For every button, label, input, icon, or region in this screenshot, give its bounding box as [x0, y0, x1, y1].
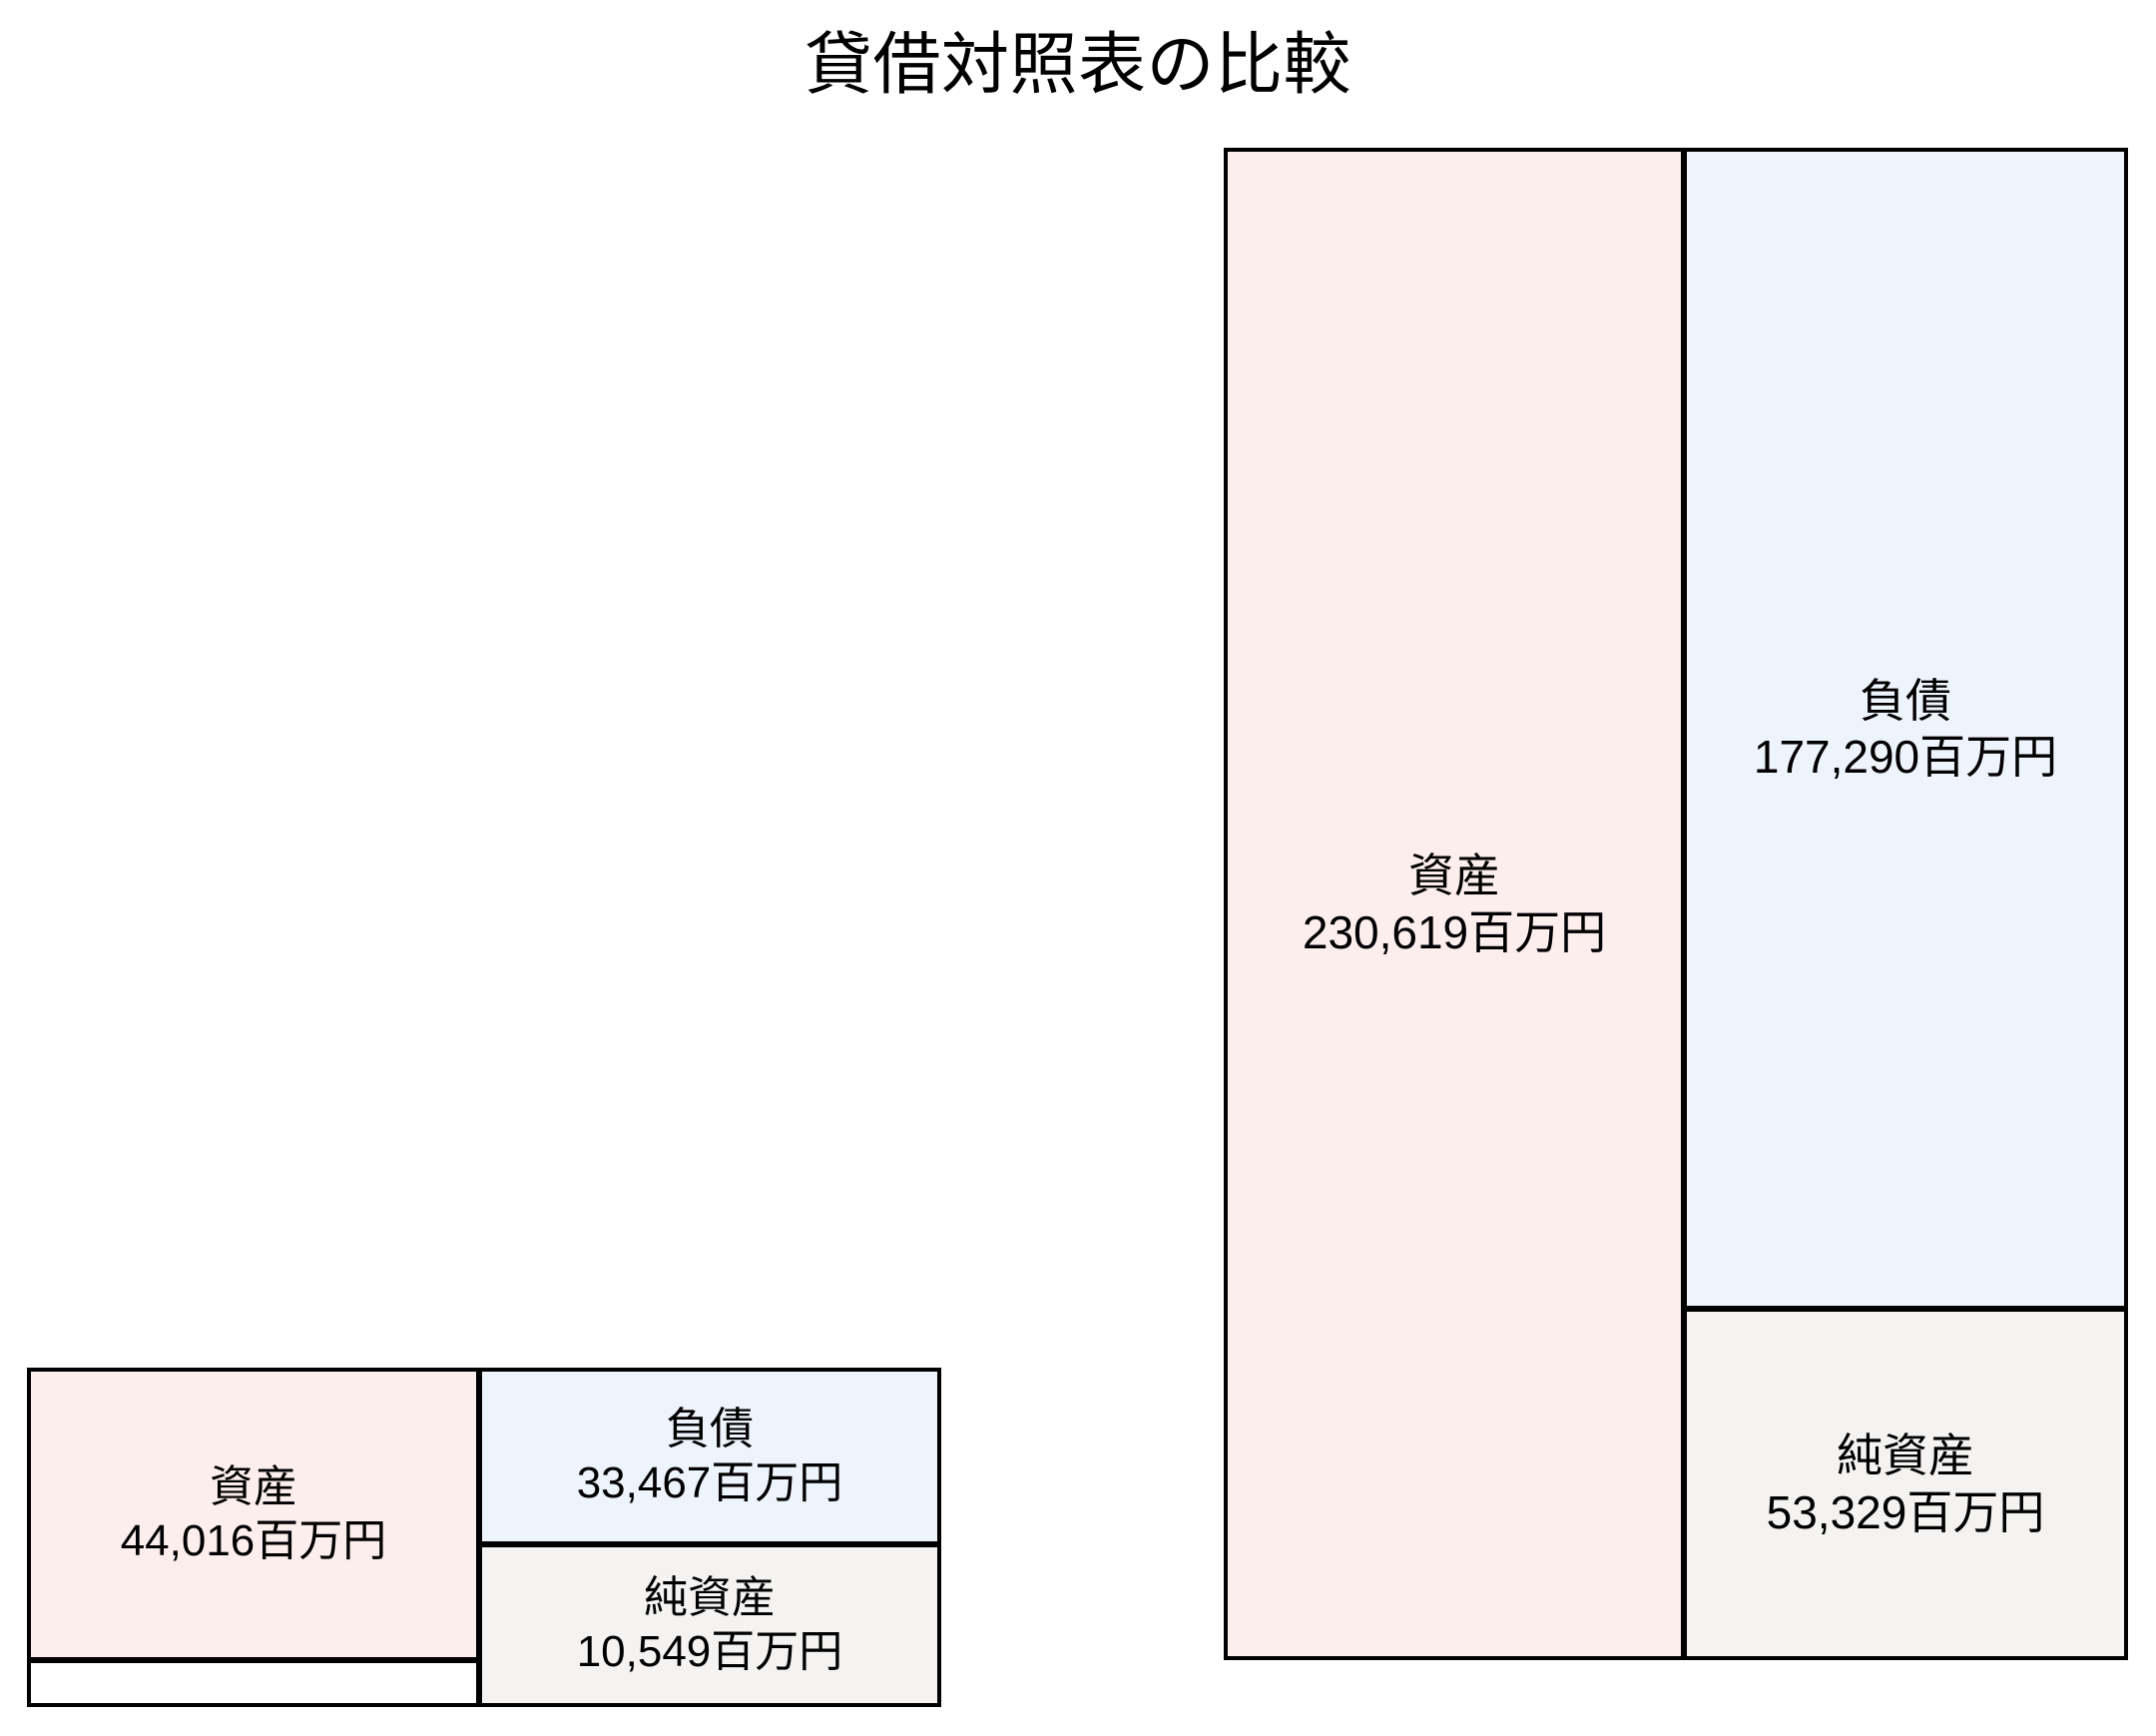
- right-liabilities-label: 負債: [1860, 674, 1951, 727]
- left-equity-box[interactable]: 純資産 10,549百万円: [478, 1543, 941, 1707]
- right-assets-label: 資産: [1408, 850, 1500, 902]
- right-assets-box[interactable]: 資産 230,619百万円: [1224, 148, 1685, 1660]
- right-equity-value: 53,329百万円: [1766, 1485, 2045, 1538]
- left-equity-label: 純資産: [644, 1573, 776, 1623]
- right-equity-box[interactable]: 純資産 53,329百万円: [1683, 1308, 2128, 1660]
- left-assets-value: 44,016百万円: [120, 1516, 387, 1565]
- left-assets-label: 資産: [210, 1462, 297, 1512]
- right-liabilities-box[interactable]: 負債 177,290百万円: [1683, 148, 2128, 1310]
- right-assets-value: 230,619百万円: [1302, 905, 1607, 958]
- balance-sheet-right: 資産 230,619百万円 負債 177,290百万円 純資産 53,329百万…: [1224, 148, 2128, 1660]
- left-assets-box[interactable]: 資産 44,016百万円: [27, 1368, 480, 1661]
- left-liabilities-label: 負債: [666, 1405, 754, 1454]
- right-liabilities-value: 177,290百万円: [1753, 731, 2058, 783]
- balance-sheet-left: 資産 44,016百万円 負債 33,467百万円 純資産 10,549百万円: [27, 1368, 941, 1707]
- right-equity-label: 純資産: [1837, 1430, 1974, 1482]
- left-liabilities-value: 33,467百万円: [576, 1458, 843, 1507]
- left-equity-value: 10,549百万円: [576, 1627, 843, 1676]
- left-liabilities-box[interactable]: 負債 33,467百万円: [478, 1368, 941, 1545]
- page-title: 貸借対照表の比較: [804, 27, 1351, 103]
- left-assets-blank-box: [27, 1659, 480, 1707]
